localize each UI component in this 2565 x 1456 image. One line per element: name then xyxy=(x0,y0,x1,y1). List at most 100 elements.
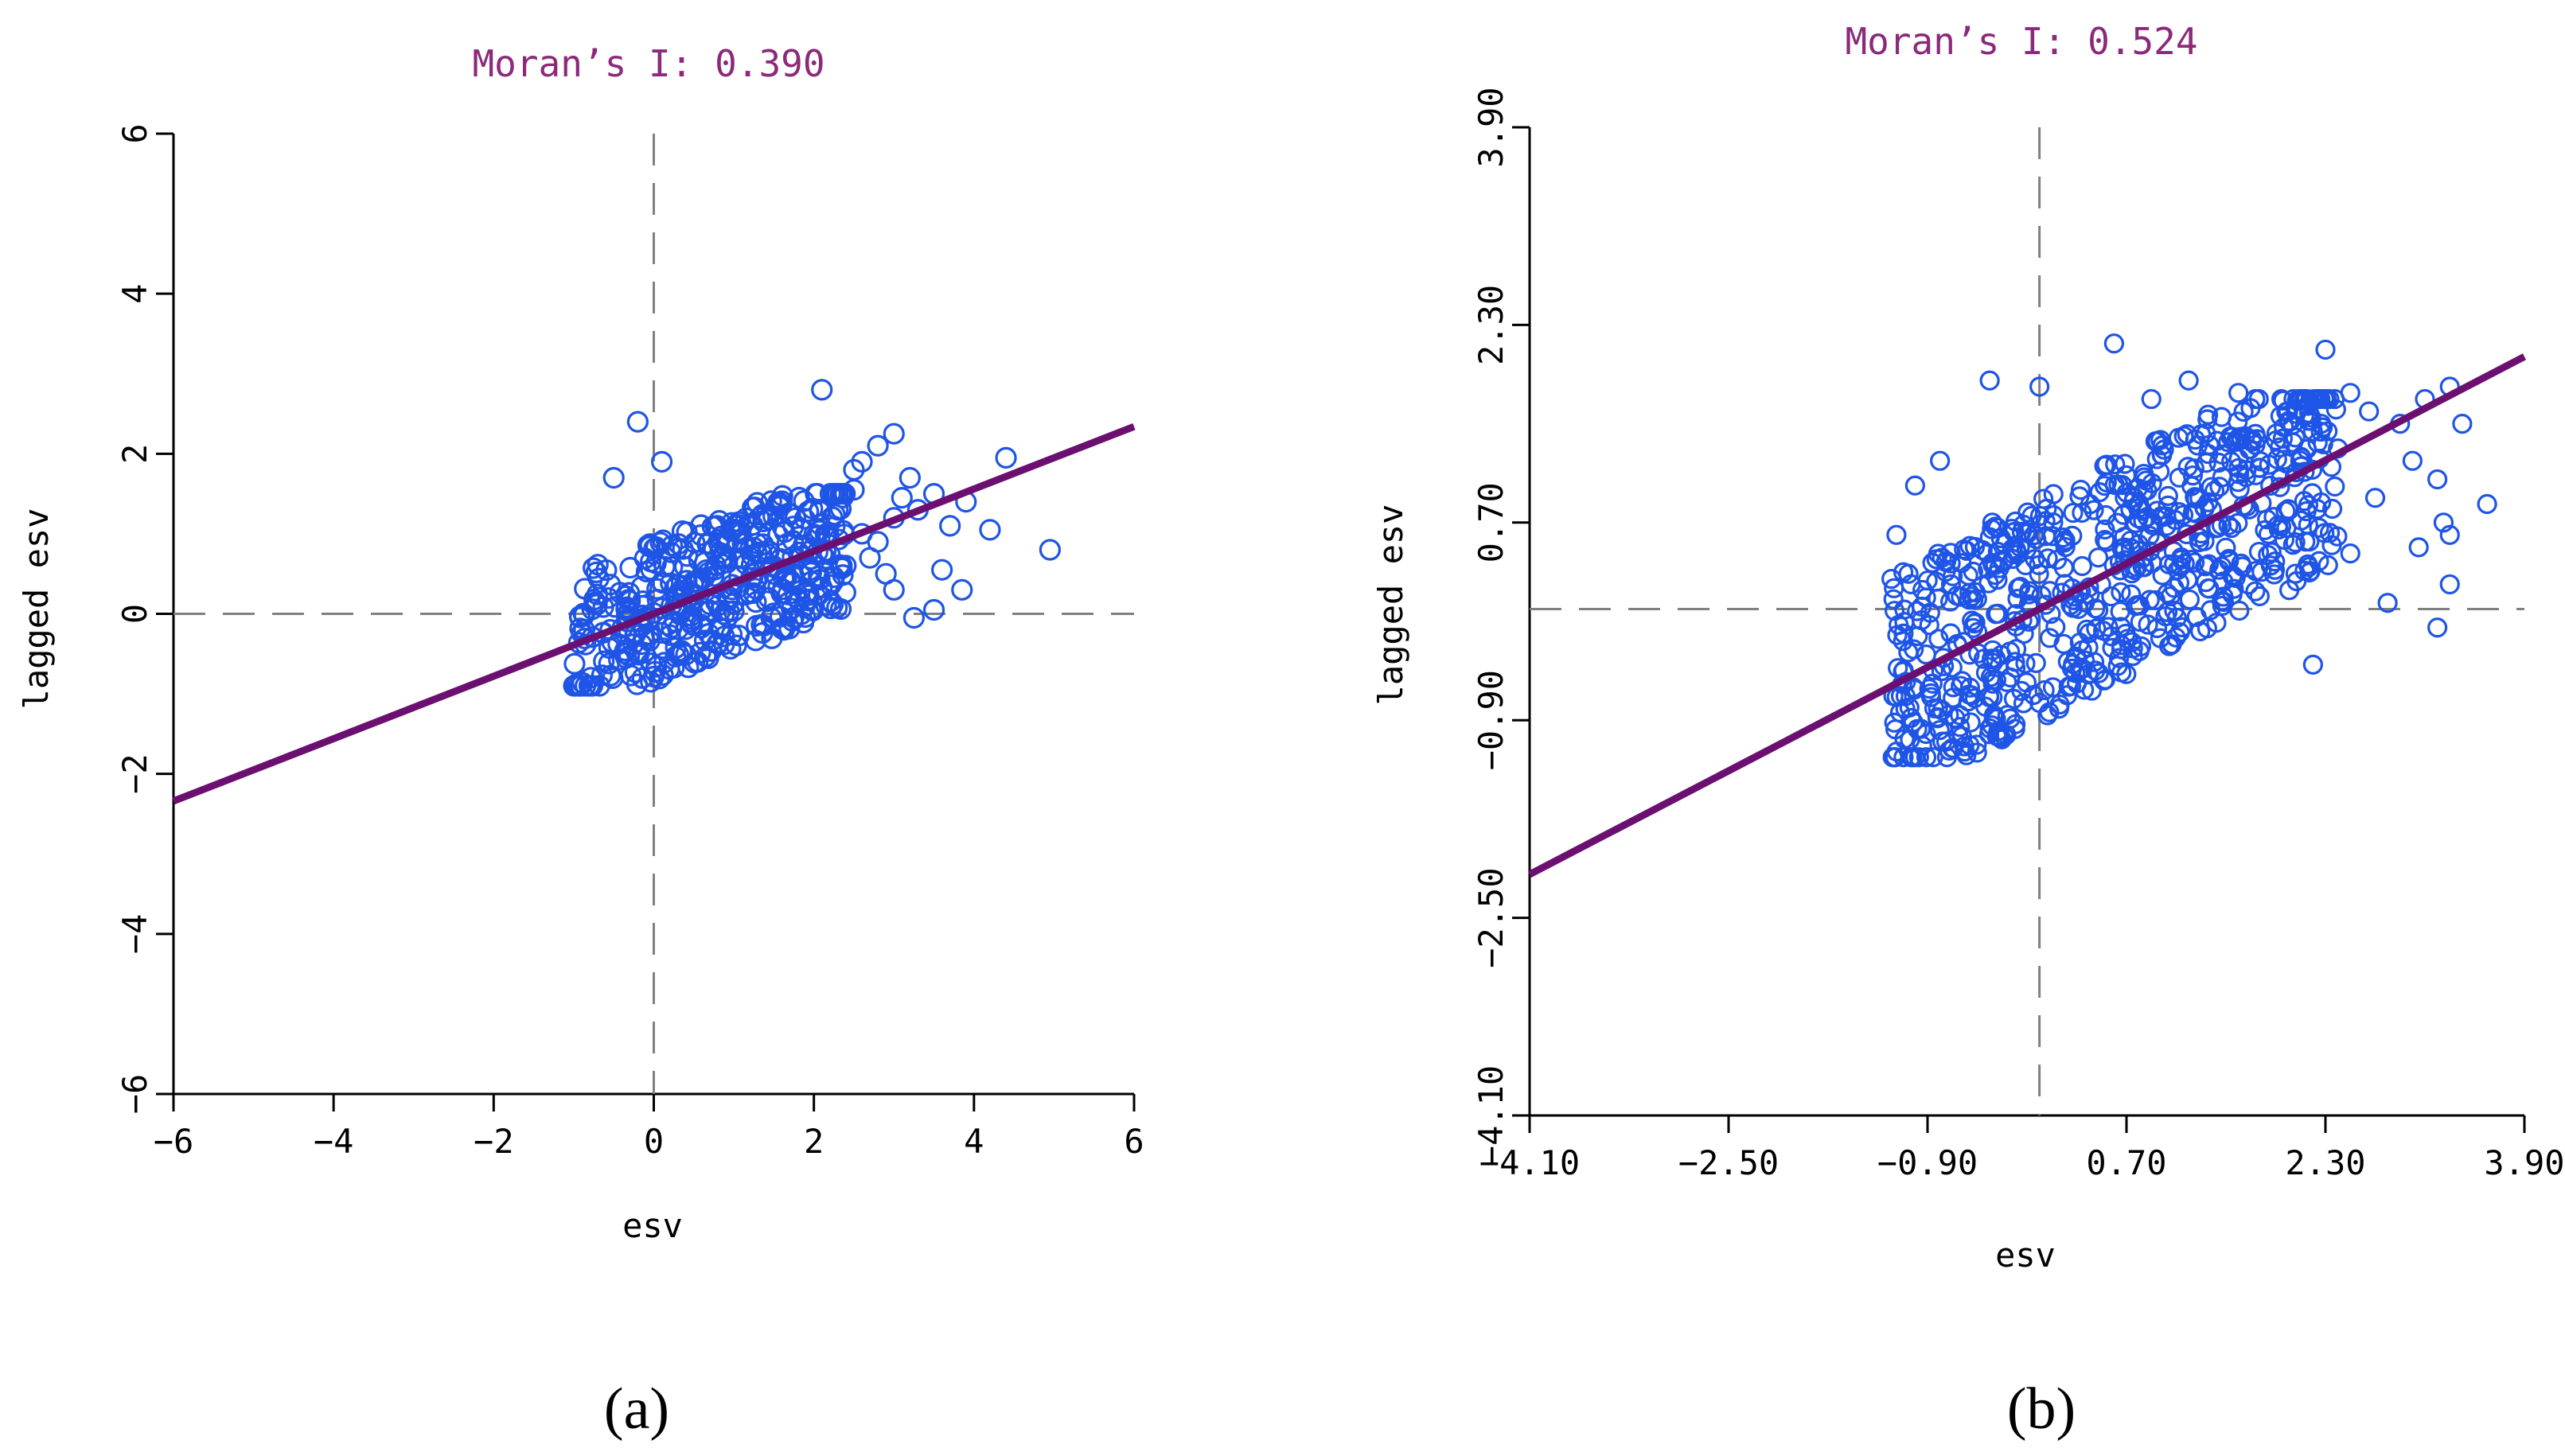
scatter-point xyxy=(1982,673,2003,694)
scatter-point xyxy=(710,553,732,575)
scatter-point xyxy=(652,529,674,551)
regression-line xyxy=(1527,353,2527,878)
x-tick-label: −2.50 xyxy=(1678,1143,1779,1182)
scatter-point xyxy=(2174,553,2195,574)
scatter-point xyxy=(723,600,745,622)
axes: −4.10 −2.50 −0.90 0.70 2.30 3.90 −4.10 −2.50 −0.… xyxy=(1472,87,2565,1182)
scatter-point xyxy=(2128,534,2149,555)
scatter-point xyxy=(2098,617,2119,637)
scatter-point xyxy=(2146,449,2167,469)
scatter-point xyxy=(2211,590,2232,612)
scatter-point xyxy=(2249,457,2271,478)
y-tick-label: −6 xyxy=(115,1074,154,1115)
scatter-panel-a: Moran’s I: 0.390 −6 −4 −2 0 2 4 6 −6 −4 −2 0 2 4 6 es… xyxy=(17,42,1144,1442)
x-tick-label: 3.90 xyxy=(2484,1143,2564,1182)
scatter-point xyxy=(1967,742,1987,763)
scatter-point xyxy=(2221,518,2242,539)
scatter-point xyxy=(1900,574,1921,594)
scatter-point xyxy=(650,450,673,473)
axes: −6 −4 −2 0 2 4 6 −6 −4 −2 0 2 4 6 xyxy=(115,123,1144,1161)
scatter-point xyxy=(2222,584,2243,605)
scatter-point xyxy=(1930,450,1951,471)
scatter-point xyxy=(2228,512,2248,534)
scatter-point xyxy=(827,499,849,521)
scatter-point xyxy=(2325,399,2346,420)
scatter-point xyxy=(797,584,820,606)
scatter-point xyxy=(2248,541,2270,563)
scatter-point xyxy=(2309,517,2329,538)
y-tick-label: −4 xyxy=(115,914,154,955)
scatter-point xyxy=(2054,532,2075,553)
scatter-point xyxy=(2094,475,2115,496)
scatter-point xyxy=(2402,450,2423,471)
scatter-point xyxy=(1904,475,1925,496)
scatter-point xyxy=(1929,720,1950,741)
scatter-point xyxy=(2000,667,2021,688)
y-tick-label: 2.30 xyxy=(1472,285,1511,365)
x-tick-label: 4 xyxy=(964,1122,984,1161)
scatter-point xyxy=(795,582,817,605)
scatter-point xyxy=(2169,622,2190,643)
scatter-point xyxy=(640,559,662,581)
scatter-point xyxy=(2101,586,2122,607)
scatter-point xyxy=(832,486,854,508)
chart-title: Moran’s I: 0.524 xyxy=(1845,20,2197,63)
scatter-point xyxy=(672,538,694,560)
scatter-point xyxy=(827,483,849,505)
scatter-point xyxy=(2314,388,2335,410)
scatter-point xyxy=(2135,470,2157,491)
scatter-point xyxy=(1967,734,1987,755)
y-tick-label: −4.10 xyxy=(1472,1065,1511,1166)
x-axis-label: esv xyxy=(622,1206,683,1245)
y-tick-label: −2.50 xyxy=(1472,867,1511,967)
scatter-point xyxy=(1951,671,1973,691)
scatter-point xyxy=(2295,531,2316,552)
scatter-point xyxy=(2278,580,2300,601)
scatter-point xyxy=(831,555,853,577)
scatter-point xyxy=(2302,654,2323,675)
scatter-point xyxy=(2312,417,2333,438)
scatter-point xyxy=(2285,532,2306,553)
scatter-point xyxy=(602,466,625,489)
scatter-point xyxy=(2238,574,2259,595)
scatter-point xyxy=(1882,747,1903,768)
scatter-point xyxy=(2278,500,2300,520)
scatter-point xyxy=(2302,483,2323,504)
scatter-point xyxy=(951,578,973,601)
scatter-point xyxy=(2096,531,2118,552)
scatter-point xyxy=(1907,601,1928,621)
scatter-point xyxy=(2263,564,2285,585)
scatter-point xyxy=(743,496,766,519)
scatter-point xyxy=(2209,477,2230,497)
scatter-point xyxy=(1889,702,1911,723)
panel-label: (a) xyxy=(604,1376,669,1442)
scatter-point xyxy=(2427,617,2448,638)
scatter-point xyxy=(2187,435,2208,456)
scatter-point xyxy=(800,570,823,593)
y-tick-label: −2 xyxy=(115,753,154,794)
scatter-point xyxy=(2208,452,2229,473)
scatter-point xyxy=(2377,593,2398,613)
scatter-point xyxy=(2034,679,2055,701)
scatter-point xyxy=(2072,658,2093,679)
scatter-point xyxy=(587,567,610,590)
scatter-point xyxy=(2157,583,2177,604)
scatter-point xyxy=(2008,578,2029,598)
scatter-point xyxy=(574,578,596,600)
panel-label: (b) xyxy=(2007,1376,2076,1442)
scatter-point xyxy=(2266,430,2286,451)
scatter-point xyxy=(859,547,881,569)
scatter-point xyxy=(2245,581,2266,601)
scatter-point xyxy=(2142,512,2163,533)
scatter-point xyxy=(2245,388,2266,410)
scatter-point xyxy=(2285,427,2306,448)
y-tick-label: 6 xyxy=(115,123,154,143)
scatter-point xyxy=(2273,390,2294,411)
scatter-point xyxy=(650,621,672,644)
y-axis-label: lagged esv xyxy=(1371,504,1410,706)
scatter-point xyxy=(2325,476,2345,497)
scatter-point xyxy=(2408,537,2429,558)
scatter-point xyxy=(2025,549,2045,570)
scatter-point xyxy=(680,611,702,633)
x-tick-label: 2 xyxy=(804,1122,824,1161)
